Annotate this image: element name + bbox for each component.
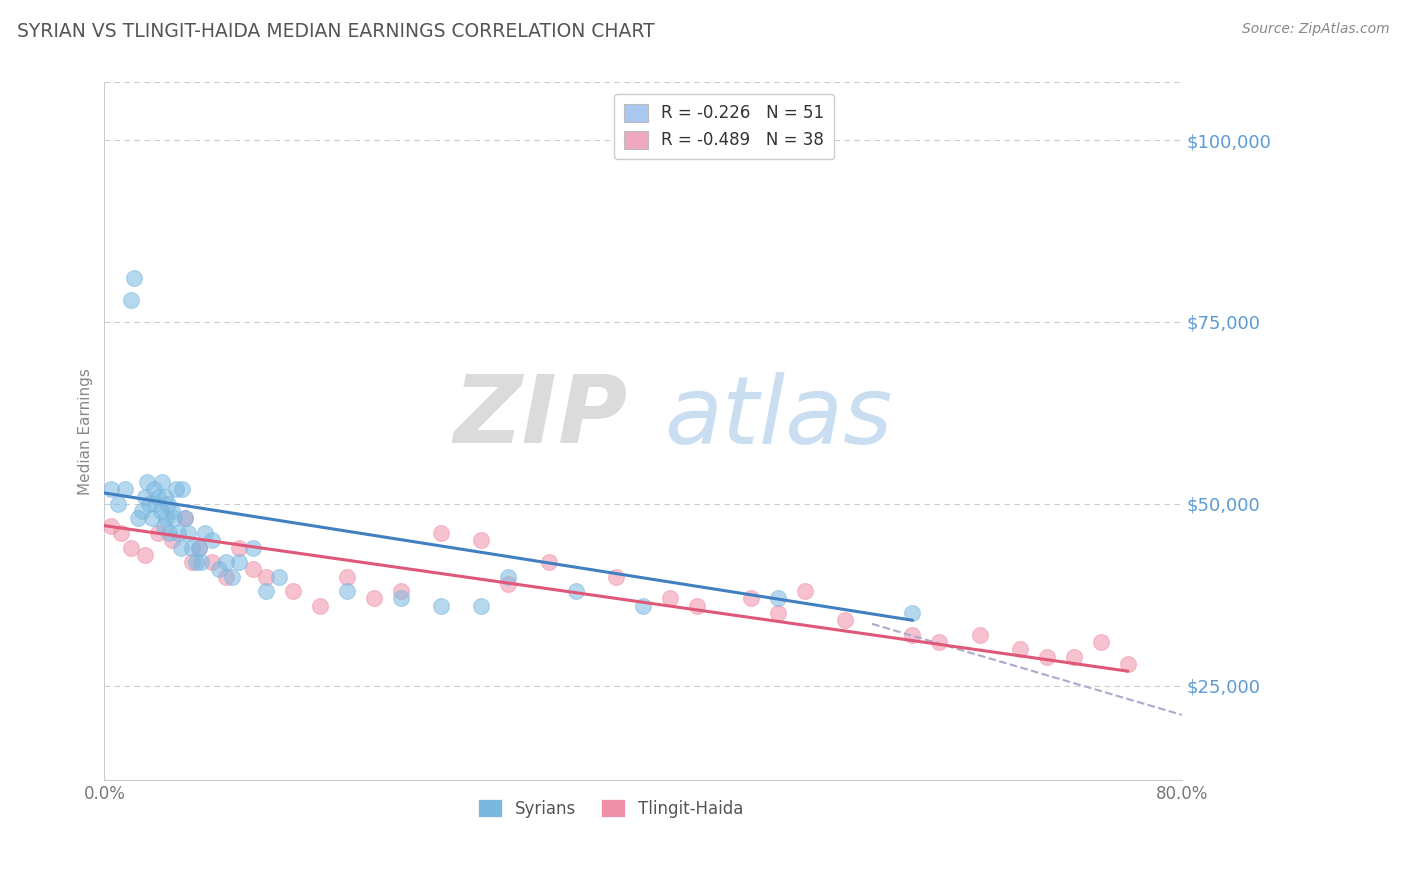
Point xyxy=(165,483,187,497)
Point xyxy=(148,490,170,504)
Point xyxy=(157,525,180,540)
Legend: Syrians, Tlingit-Haida: Syrians, Tlingit-Haida xyxy=(471,792,749,824)
Point xyxy=(141,511,163,525)
Point xyxy=(254,569,277,583)
Point xyxy=(336,569,359,583)
Point xyxy=(120,541,142,555)
Text: SYRIAN VS TLINGIT-HAIDA MEDIAN EARNINGS CORRELATION CHART: SYRIAN VS TLINGIT-HAIDA MEDIAN EARNINGS … xyxy=(17,22,655,41)
Point xyxy=(740,591,762,606)
Point xyxy=(174,511,197,525)
Point xyxy=(127,511,149,525)
Point xyxy=(110,525,132,540)
Point xyxy=(136,475,159,489)
Point xyxy=(928,635,950,649)
Point xyxy=(100,518,122,533)
Point xyxy=(1090,635,1112,649)
Point xyxy=(269,569,291,583)
Point xyxy=(901,606,924,620)
Point xyxy=(134,490,156,504)
Point xyxy=(834,613,856,627)
Point xyxy=(150,475,173,489)
Point xyxy=(766,606,789,620)
Point xyxy=(389,591,412,606)
Point xyxy=(605,569,627,583)
Point xyxy=(184,555,207,569)
Point xyxy=(149,504,172,518)
Point xyxy=(242,541,264,555)
Point xyxy=(430,599,453,613)
Point xyxy=(308,599,330,613)
Point xyxy=(228,541,250,555)
Point xyxy=(201,533,224,548)
Point xyxy=(281,584,304,599)
Point xyxy=(631,599,654,613)
Point xyxy=(177,525,200,540)
Point xyxy=(201,555,224,569)
Point xyxy=(659,591,682,606)
Point xyxy=(143,483,166,497)
Point xyxy=(153,490,176,504)
Point xyxy=(155,511,177,525)
Point xyxy=(969,628,991,642)
Point xyxy=(1010,642,1032,657)
Point xyxy=(194,525,217,540)
Point xyxy=(156,497,179,511)
Point xyxy=(363,591,385,606)
Point xyxy=(214,569,236,583)
Point xyxy=(152,518,174,533)
Point xyxy=(1116,657,1139,671)
Point xyxy=(242,562,264,576)
Text: ZI: ZI xyxy=(453,371,557,463)
Point xyxy=(498,569,520,583)
Point xyxy=(254,584,277,599)
Point xyxy=(187,541,209,555)
Point xyxy=(901,628,924,642)
Text: P: P xyxy=(557,371,626,463)
Point xyxy=(793,584,815,599)
Y-axis label: Median Earnings: Median Earnings xyxy=(79,368,93,494)
Point xyxy=(138,497,160,511)
Point xyxy=(1063,649,1085,664)
Point xyxy=(214,555,236,569)
Point xyxy=(221,569,243,583)
Point xyxy=(145,497,167,511)
Point xyxy=(190,555,212,569)
Point xyxy=(114,483,136,497)
Point xyxy=(686,599,709,613)
Point xyxy=(180,541,202,555)
Point xyxy=(228,555,250,569)
Point xyxy=(120,293,142,307)
Point xyxy=(148,525,170,540)
Point xyxy=(766,591,789,606)
Point xyxy=(498,577,520,591)
Text: atlas: atlas xyxy=(665,372,893,463)
Point xyxy=(107,497,129,511)
Point xyxy=(336,584,359,599)
Point xyxy=(430,525,453,540)
Point xyxy=(160,533,183,548)
Point xyxy=(187,541,209,555)
Point xyxy=(389,584,412,599)
Point xyxy=(537,555,560,569)
Point xyxy=(1036,649,1059,664)
Point xyxy=(174,511,197,525)
Point xyxy=(172,483,194,497)
Point xyxy=(100,483,122,497)
Point xyxy=(131,504,153,518)
Point xyxy=(163,511,186,525)
Point xyxy=(470,533,492,548)
Point xyxy=(134,548,156,562)
Text: Source: ZipAtlas.com: Source: ZipAtlas.com xyxy=(1241,22,1389,37)
Point xyxy=(470,599,492,613)
Point xyxy=(122,271,145,285)
Point xyxy=(564,584,586,599)
Point xyxy=(167,525,190,540)
Point xyxy=(160,504,183,518)
Point xyxy=(170,541,193,555)
Point xyxy=(180,555,202,569)
Point xyxy=(208,562,231,576)
